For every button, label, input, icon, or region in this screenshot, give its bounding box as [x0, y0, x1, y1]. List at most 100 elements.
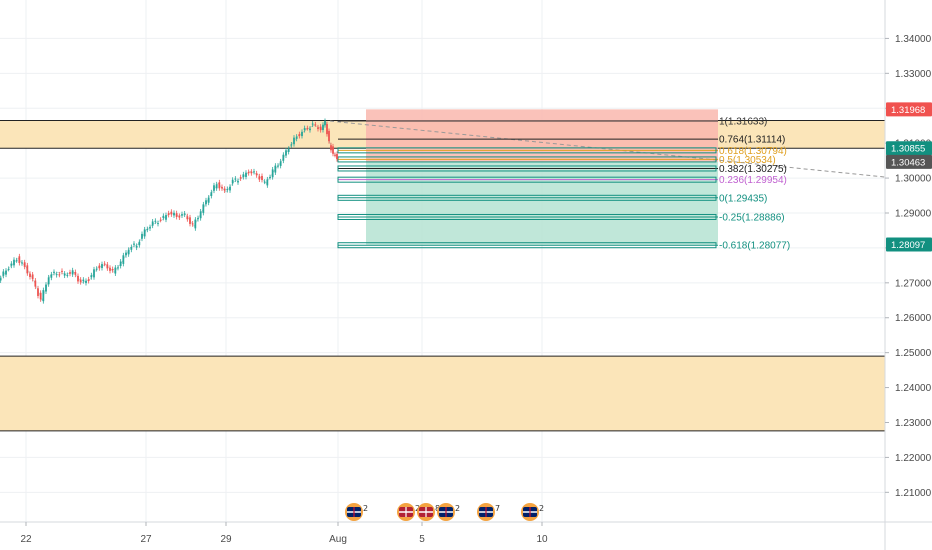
- candle[interactable]: [133, 241, 135, 248]
- candle[interactable]: [125, 250, 127, 258]
- uk-flag-icon[interactable]: 7: [477, 503, 500, 521]
- candle[interactable]: [119, 259, 122, 269]
- fib-level[interactable]: 1(1.31633): [338, 117, 767, 128]
- candle[interactable]: [39, 290, 42, 302]
- candle[interactable]: [29, 271, 31, 280]
- candle[interactable]: [223, 186, 226, 193]
- candle[interactable]: [271, 166, 274, 180]
- candle[interactable]: [266, 176, 269, 188]
- candle[interactable]: [55, 271, 58, 278]
- us-flag-icon[interactable]: 8: [417, 503, 440, 521]
- candle[interactable]: [117, 264, 119, 271]
- candle[interactable]: [191, 220, 194, 227]
- candle[interactable]: [210, 189, 213, 199]
- price-tag[interactable]: 1.30855: [886, 141, 932, 156]
- candle[interactable]: [322, 122, 324, 133]
- uk-flag-icon[interactable]: 2: [521, 503, 544, 521]
- candle[interactable]: [186, 213, 189, 222]
- candle[interactable]: [167, 210, 170, 218]
- candle[interactable]: [154, 218, 157, 225]
- candle[interactable]: [290, 141, 293, 148]
- position-target-area[interactable]: [366, 161, 718, 245]
- candle[interactable]: [114, 265, 117, 276]
- candle[interactable]: [293, 135, 295, 147]
- candle[interactable]: [282, 152, 285, 164]
- candle[interactable]: [79, 277, 82, 285]
- candle[interactable]: [90, 272, 93, 280]
- candle[interactable]: [183, 210, 186, 218]
- candle[interactable]: [103, 261, 106, 267]
- fib-level[interactable]: 0.236(1.29954): [337, 175, 787, 186]
- candle[interactable]: [197, 215, 199, 222]
- candle[interactable]: [258, 173, 261, 182]
- candle[interactable]: [175, 210, 178, 220]
- candle[interactable]: [50, 271, 53, 281]
- candle[interactable]: [10, 261, 13, 269]
- candle[interactable]: [253, 168, 255, 175]
- fib-level[interactable]: 0.5(1.30534): [337, 155, 776, 166]
- candle[interactable]: [326, 121, 328, 137]
- candle[interactable]: [13, 257, 15, 268]
- candle[interactable]: [157, 220, 159, 227]
- candle[interactable]: [287, 146, 290, 155]
- candle[interactable]: [63, 271, 66, 279]
- candle[interactable]: [31, 271, 34, 282]
- candle[interactable]: [106, 262, 109, 271]
- candle[interactable]: [269, 174, 271, 180]
- candle[interactable]: [173, 210, 175, 218]
- candle[interactable]: [53, 269, 55, 276]
- us-flag-icon[interactable]: 2: [397, 503, 420, 521]
- candle[interactable]: [274, 163, 277, 175]
- candle[interactable]: [215, 181, 218, 191]
- candle[interactable]: [151, 218, 154, 229]
- candle[interactable]: [317, 124, 319, 132]
- price-tag[interactable]: 1.31968: [886, 102, 932, 117]
- candle[interactable]: [189, 214, 191, 227]
- candle[interactable]: [218, 179, 221, 191]
- candle[interactable]: [324, 118, 326, 128]
- candle[interactable]: [135, 243, 138, 251]
- candle[interactable]: [295, 134, 298, 142]
- candle[interactable]: [149, 224, 151, 231]
- candle[interactable]: [245, 170, 247, 180]
- candle[interactable]: [26, 262, 29, 276]
- candle[interactable]: [311, 121, 314, 128]
- candle[interactable]: [138, 239, 141, 248]
- candle[interactable]: [221, 184, 223, 191]
- candle[interactable]: [34, 278, 37, 290]
- candle[interactable]: [309, 126, 311, 133]
- candle[interactable]: [130, 244, 133, 253]
- candle[interactable]: [239, 174, 242, 181]
- candle[interactable]: [234, 176, 237, 183]
- candle[interactable]: [5, 268, 7, 278]
- candle[interactable]: [205, 197, 207, 207]
- candle[interactable]: [314, 121, 317, 127]
- candle[interactable]: [23, 259, 26, 270]
- candle[interactable]: [162, 213, 165, 221]
- candle[interactable]: [69, 269, 71, 277]
- candle[interactable]: [74, 269, 77, 278]
- uk-flag-icon[interactable]: 2: [345, 503, 368, 521]
- candle[interactable]: [263, 179, 266, 185]
- candle[interactable]: [71, 267, 74, 277]
- candle[interactable]: [42, 287, 45, 304]
- candle[interactable]: [261, 173, 263, 183]
- candle[interactable]: [77, 273, 79, 284]
- candle[interactable]: [98, 263, 101, 271]
- candle[interactable]: [334, 152, 336, 158]
- candle[interactable]: [127, 247, 130, 257]
- candle[interactable]: [229, 184, 231, 193]
- candle[interactable]: [330, 142, 332, 153]
- candle[interactable]: [95, 266, 98, 272]
- candle[interactable]: [178, 213, 181, 220]
- candles[interactable]: [0, 118, 338, 304]
- price-tag[interactable]: 1.28097: [886, 237, 932, 252]
- candle[interactable]: [18, 253, 21, 266]
- candle[interactable]: [109, 265, 111, 274]
- candle[interactable]: [61, 268, 63, 275]
- candle[interactable]: [332, 143, 334, 157]
- candle[interactable]: [319, 124, 322, 133]
- candle[interactable]: [143, 226, 146, 239]
- candle[interactable]: [207, 195, 210, 206]
